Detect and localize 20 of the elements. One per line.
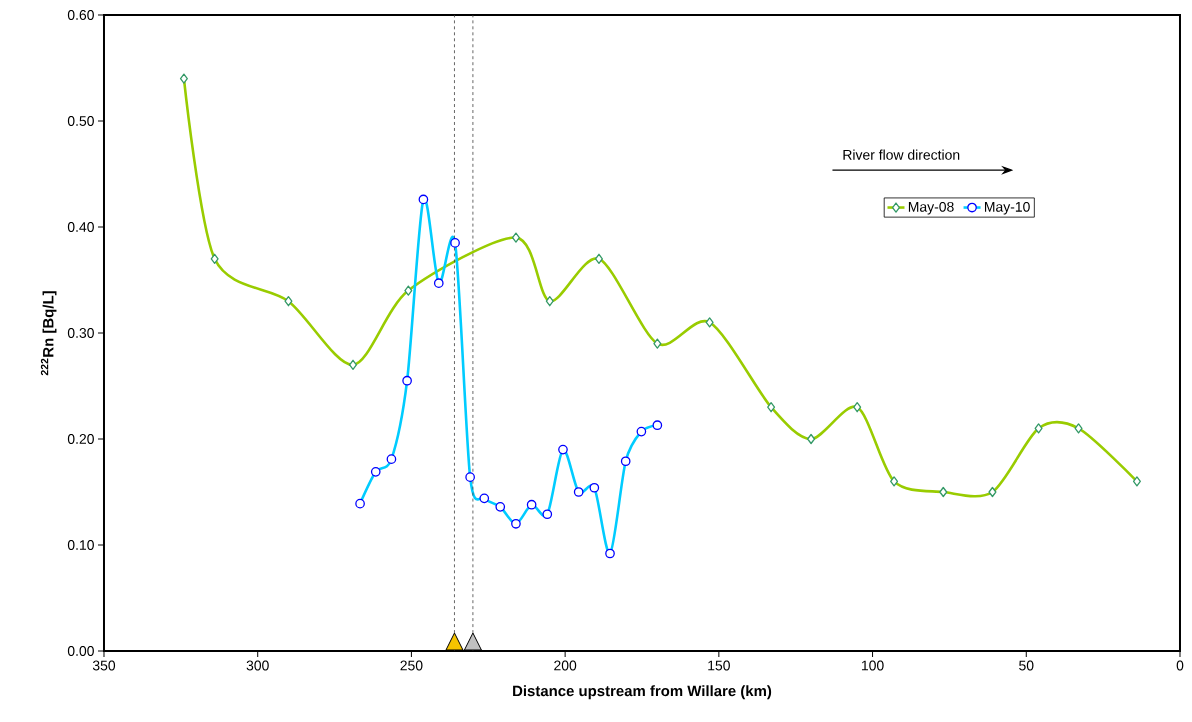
legend-label: May-10 [984, 201, 1030, 215]
x-tick-label: 200 [554, 660, 577, 671]
x-tick-label: 300 [246, 660, 269, 671]
x-tick-label: 150 [708, 660, 730, 671]
y-tick-label: 0.10 [67, 540, 94, 550]
x-tick-label: 0 [1176, 660, 1184, 671]
annotation: River flow direction [843, 149, 960, 160]
x-tick-label: 50 [1019, 660, 1034, 671]
y-tick-label: 0.00 [67, 646, 94, 656]
x-tick-label: 250 [400, 660, 423, 671]
y-tick-label: 0.60 [67, 10, 94, 20]
x-axis-title: Distance upstream from Willare (km) [513, 685, 772, 700]
y-axis-title: $^{222}$Rn [Bq/L] [40, 291, 57, 376]
y-tick-label: 0.20 [67, 434, 94, 444]
legend-label: May-08 [908, 201, 954, 215]
y-tick-label: 0.50 [67, 116, 94, 126]
x-tick-label: 350 [92, 660, 116, 671]
x-tick-label: 100 [861, 660, 884, 671]
y-tick-label: 0.30 [67, 328, 94, 338]
y-tick-label: 0.40 [67, 222, 94, 232]
